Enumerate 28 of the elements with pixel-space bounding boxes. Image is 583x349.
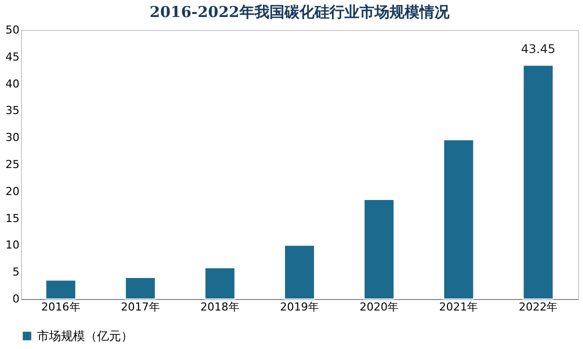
x-tick-label: 2022年 bbox=[518, 300, 558, 314]
y-tick-label: 30 bbox=[6, 131, 20, 144]
x-tick-label: 2021年 bbox=[439, 300, 478, 314]
x-tick-label: 2019年 bbox=[280, 300, 319, 314]
y-tick-label: 15 bbox=[6, 212, 20, 225]
bar bbox=[522, 64, 554, 300]
bar bbox=[364, 198, 395, 300]
x-tick-label: 2020年 bbox=[360, 300, 399, 314]
data-label: 43.45 bbox=[521, 42, 556, 56]
bar bbox=[204, 267, 236, 300]
y-tick-label: 50 bbox=[6, 24, 20, 36]
bar bbox=[284, 244, 315, 300]
y-tick-label: 20 bbox=[6, 184, 20, 198]
y-tick-label: 45 bbox=[6, 50, 20, 64]
chart-title: 2016-2022年我国碳化硅行业市场规模情况 bbox=[150, 3, 450, 21]
y-tick-label: 5 bbox=[12, 266, 20, 279]
bar bbox=[443, 139, 474, 300]
bar bbox=[124, 276, 156, 300]
x-tick-label: 2018年 bbox=[200, 300, 240, 314]
bar bbox=[45, 280, 76, 300]
y-tick-label: 10 bbox=[6, 238, 20, 252]
y-tick-label: 25 bbox=[6, 158, 20, 171]
y-tick-label: 0 bbox=[12, 292, 20, 306]
x-tick-label: 2016年 bbox=[41, 300, 80, 314]
y-tick-label: 35 bbox=[6, 104, 20, 118]
x-tick-label: 2017年 bbox=[120, 300, 160, 314]
legend-label: 市场规模（亿元） bbox=[37, 329, 133, 343]
y-tick-label: 40 bbox=[6, 77, 20, 90]
